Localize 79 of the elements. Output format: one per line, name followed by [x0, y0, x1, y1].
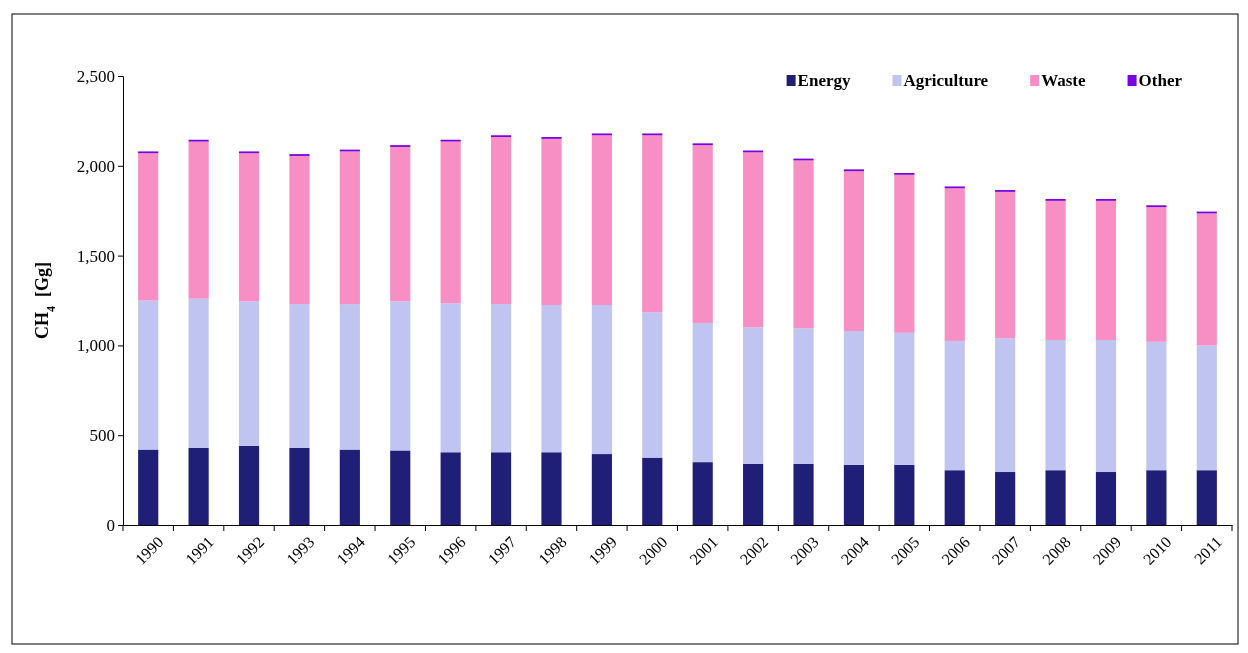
bar: [1095, 200, 1117, 341]
bar: [541, 138, 562, 305]
legend-label: Energy: [797, 71, 851, 90]
bar: [339, 304, 360, 450]
bar: [1146, 207, 1167, 342]
bar: [541, 304, 562, 453]
bar: [440, 141, 461, 304]
x-tick-label: 2011: [1190, 533, 1225, 568]
bar: [793, 463, 814, 525]
x-tick-label: 2001: [686, 533, 721, 568]
bar: [289, 304, 310, 448]
bar: [238, 445, 260, 525]
bar: [289, 447, 310, 525]
x-tick-label: 1991: [182, 533, 217, 568]
bar: [138, 153, 159, 301]
y-tick-label: 1,500: [76, 246, 115, 266]
bar: [1045, 340, 1066, 471]
bar: [390, 450, 411, 525]
y-tick-label: 1,000: [76, 336, 115, 356]
bar: [743, 463, 764, 525]
bar: [591, 135, 612, 305]
bar: [339, 151, 360, 305]
bar: [490, 304, 512, 453]
bar: [843, 464, 865, 525]
bar: [944, 340, 965, 471]
bar: [743, 152, 764, 328]
bar: [1146, 341, 1167, 471]
bar: [894, 174, 915, 333]
y-tick-label: 2,500: [76, 66, 115, 86]
bar: [490, 137, 512, 305]
bar: [390, 301, 411, 451]
bar: [440, 303, 461, 453]
bar: [1045, 200, 1066, 341]
bar: [995, 191, 1016, 339]
bar: [692, 322, 713, 463]
bar: [793, 160, 814, 329]
bar: [642, 312, 663, 458]
bar: [843, 331, 865, 465]
bar: [188, 298, 209, 448]
legend-label: Waste: [1041, 71, 1087, 90]
bar: [390, 146, 411, 302]
bar: [238, 153, 260, 302]
bar: [490, 452, 512, 525]
bar: [692, 462, 713, 525]
bar: [642, 135, 663, 313]
bar: [1196, 470, 1217, 525]
bar: [591, 454, 612, 525]
bar: [541, 452, 562, 525]
bar: [1095, 340, 1117, 473]
bar: [894, 332, 915, 465]
bar: [743, 327, 764, 464]
bar: [995, 472, 1016, 525]
bar: [944, 188, 965, 341]
bar: [591, 304, 612, 455]
bar: [138, 449, 159, 525]
bar: [188, 447, 209, 525]
bar: [894, 464, 915, 525]
bar: [642, 457, 663, 525]
bar: [238, 301, 260, 446]
bar: [1196, 213, 1217, 346]
y-tick-label: 2,000: [76, 156, 115, 176]
bar: [995, 338, 1016, 473]
bar: [440, 452, 461, 525]
bar: [339, 449, 360, 525]
bar: [843, 171, 865, 332]
bar: [289, 155, 310, 305]
legend-label: Agriculture: [903, 71, 989, 90]
legend-label: Other: [1138, 71, 1183, 90]
bar: [1095, 472, 1117, 525]
bar: [138, 300, 159, 450]
y-tick-label: 500: [89, 426, 115, 446]
bar: [1196, 345, 1217, 471]
bar: [793, 328, 814, 464]
bar: [1045, 470, 1066, 525]
bar: [1146, 470, 1167, 525]
bar: [692, 145, 713, 323]
bar: [944, 470, 965, 525]
y-tick-label: 0: [106, 515, 115, 535]
bar: [188, 141, 209, 299]
